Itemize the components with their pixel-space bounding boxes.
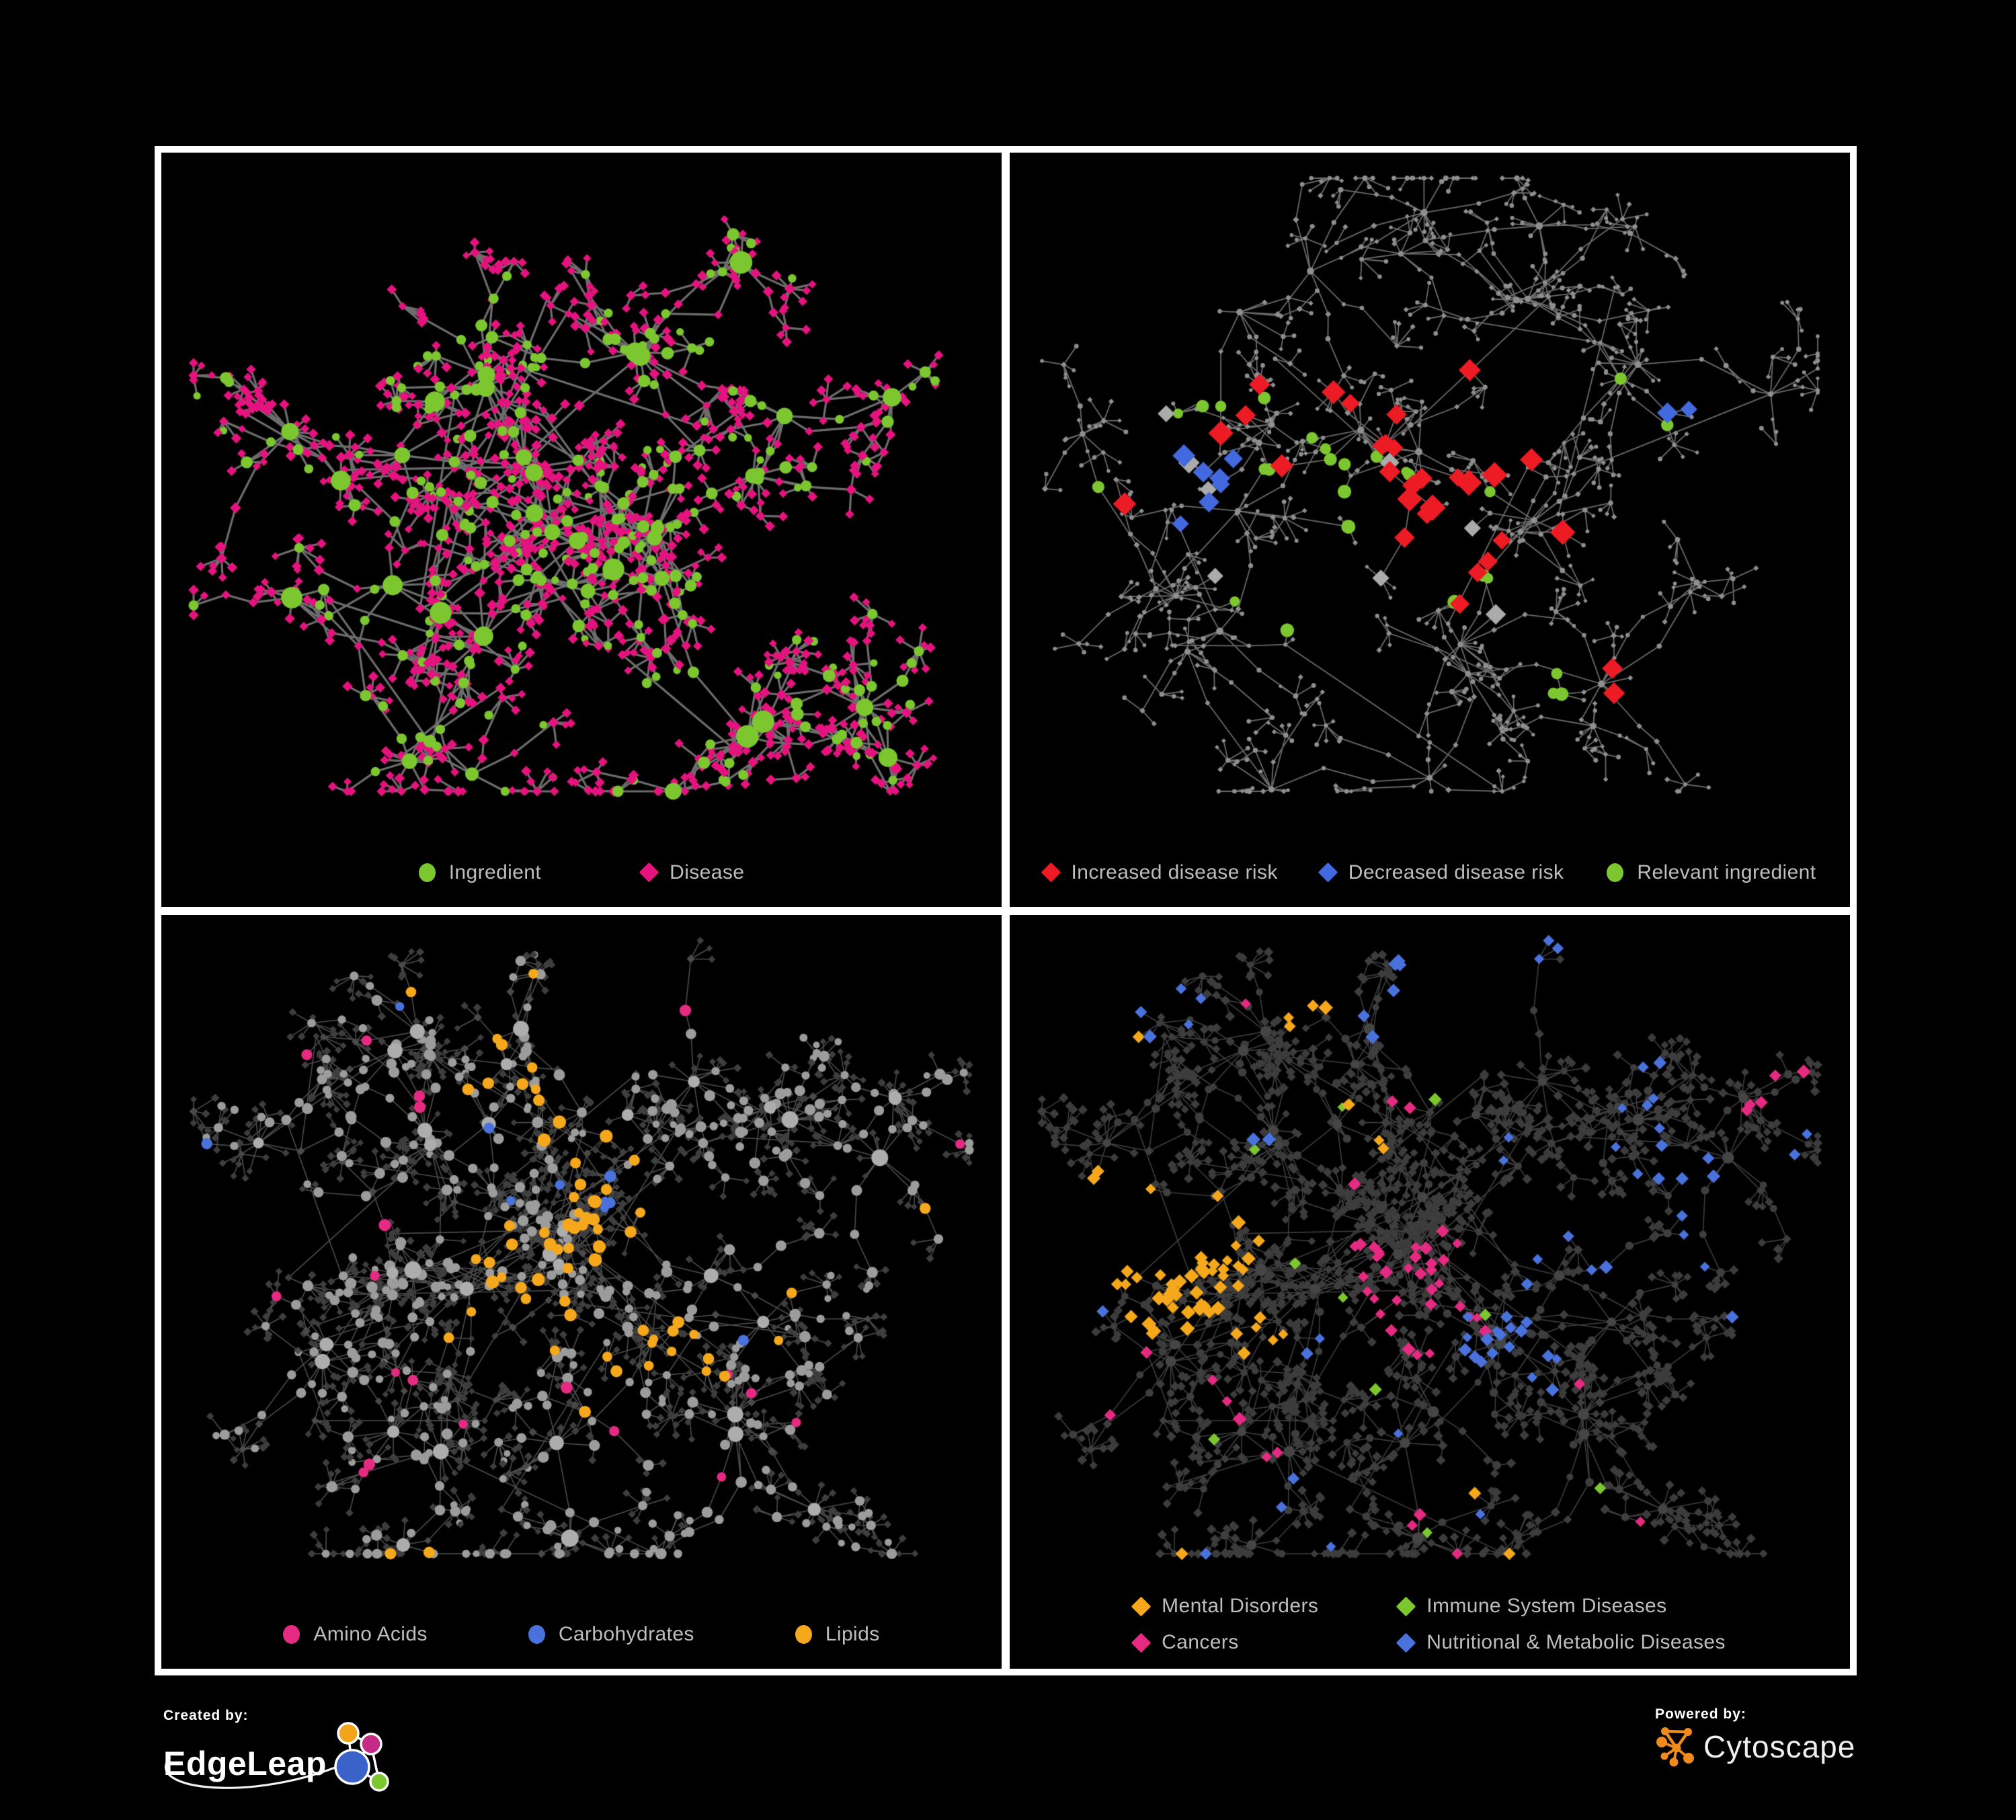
legend-item-nutritional-metabolic-diseases: Nutritional & Metabolic Diseases: [1396, 1631, 1726, 1654]
legend-item-increased-disease-risk: Increased disease risk: [1041, 861, 1278, 884]
legend-label: Increased disease risk: [1071, 861, 1278, 883]
legend-diamond-icon: [1041, 862, 1061, 883]
legend-item-immune-system-diseases: Immune System Diseases: [1396, 1595, 1726, 1618]
legend-item-decreased-disease-risk: Decreased disease risk: [1318, 861, 1564, 884]
disease-class-network-canvas: [1010, 914, 1850, 1669]
legend-circle-icon: [418, 863, 436, 882]
legend-item-mental-disorders: Mental Disorders: [1131, 1595, 1319, 1618]
edgeleap-lockup: Created by: EdgeLeap: [163, 1708, 405, 1809]
edgeleap-wordmark: EdgeLeap: [163, 1745, 327, 1782]
legend-diamond-icon: [1131, 1596, 1152, 1616]
panel-grid: Ingredient Disease Increased disease risk…: [155, 146, 1857, 1675]
legend-label: Cancers: [1162, 1631, 1239, 1653]
cytoscape-lockup: Powered by: Cytoscape: [1655, 1706, 1857, 1768]
ingredient-disease-network-canvas: [161, 153, 1002, 907]
legend-nutrient-classes: Amino Acids Carbohydrates Lipids: [161, 1623, 1002, 1646]
disease-risk-network-canvas: [1010, 153, 1850, 907]
legend-item-ingredient: Ingredient: [418, 861, 542, 884]
panel-ingredient-disease: Ingredient Disease: [161, 153, 1002, 907]
legend-label: Ingredient: [448, 861, 542, 883]
legend-diamond-icon: [1131, 1632, 1152, 1653]
legend-label: Carbohydrates: [558, 1623, 694, 1645]
nutrient-class-network-canvas: [161, 914, 1002, 1669]
legend-circle-icon: [528, 1625, 545, 1644]
legend-item-lipids: Lipids: [795, 1623, 880, 1646]
cytoscape-logo-icon: [1656, 1727, 1694, 1767]
legend-ingredient-disease: Ingredient Disease: [161, 861, 1002, 884]
legend-label: Nutritional & Metabolic Diseases: [1426, 1631, 1726, 1653]
legend-disease-classes: Mental Disorders Cancers Immune System Dis…: [1010, 1595, 1850, 1654]
legend-diamond-icon: [1396, 1632, 1416, 1653]
legend-item-amino-acids: Amino Acids: [283, 1623, 427, 1646]
panel-disease-risk: Increased disease risk Decreased disease …: [1010, 153, 1850, 907]
legend-circle-icon: [283, 1625, 300, 1644]
legend-diamond-icon: [1396, 1596, 1416, 1616]
legend-item-carbohydrates: Carbohydrates: [528, 1623, 694, 1646]
legend-circle-icon: [1607, 863, 1624, 882]
legend-diamond-icon: [639, 862, 659, 883]
powered-by-label: Powered by:: [1655, 1706, 1746, 1722]
legend-label: Decreased disease risk: [1348, 861, 1564, 883]
panel-nutrient-classes: Amino Acids Carbohydrates Lipids: [161, 914, 1002, 1669]
legend-diamond-icon: [1318, 862, 1338, 883]
legend-label: Lipids: [825, 1623, 880, 1645]
legend-item-cancers: Cancers: [1131, 1631, 1318, 1654]
legend-item-relevant-ingredient: Relevant ingredient: [1607, 861, 1816, 884]
legend-label: Immune System Diseases: [1426, 1595, 1667, 1617]
legend-label: Relevant ingredient: [1637, 861, 1816, 883]
legend-disease-risk: Increased disease risk Decreased disease …: [1010, 861, 1850, 884]
created-by-label: Created by:: [163, 1708, 249, 1723]
cytoscape-wordmark: Cytoscape: [1703, 1729, 1856, 1764]
edgeleap-logo-icon: [334, 1722, 389, 1792]
legend-circle-icon: [795, 1625, 812, 1644]
legend-label: Amino Acids: [313, 1623, 428, 1645]
legend-item-disease: Disease: [639, 861, 745, 884]
legend-label: Disease: [670, 861, 745, 883]
panel-disease-classes: Mental Disorders Cancers Immune System Dis…: [1010, 914, 1850, 1669]
legend-label: Mental Disorders: [1162, 1595, 1319, 1617]
